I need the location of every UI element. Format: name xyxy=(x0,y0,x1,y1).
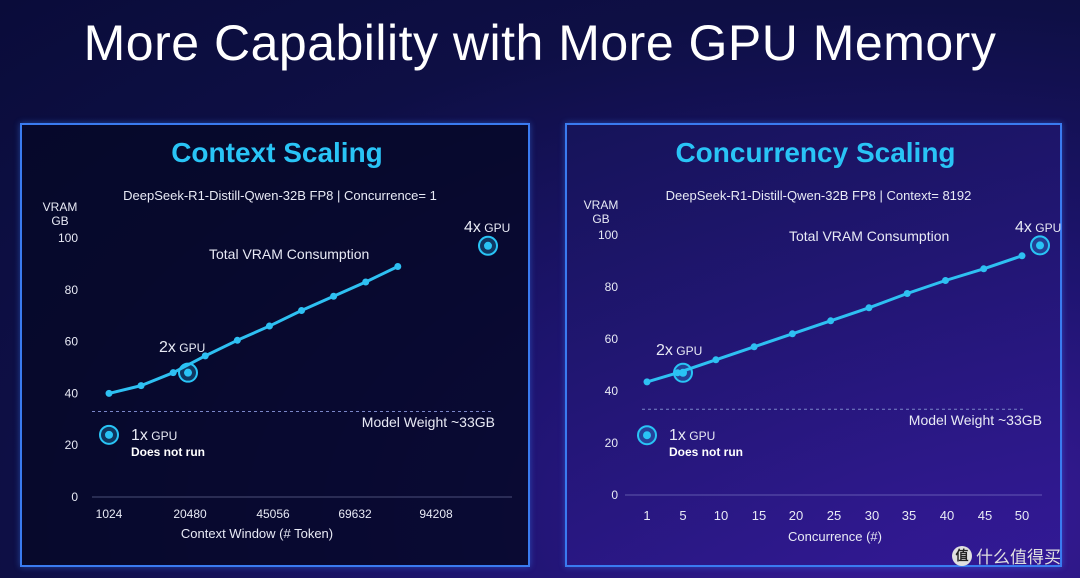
gpu-marker-label: 2x GPU xyxy=(159,339,205,356)
x-tick-label: 20 xyxy=(789,508,803,523)
y-axis-label: GB xyxy=(592,212,609,226)
data-point xyxy=(903,290,911,297)
context-scaling-chart: Context Scaling DeepSeek-R1-Distill-Qwen-… xyxy=(43,137,512,541)
gpu-marker-dot xyxy=(184,368,192,377)
page-title: More Capability with More GPU Memory xyxy=(83,15,997,71)
gpu-marker-dot xyxy=(679,368,687,377)
series-line xyxy=(108,265,399,395)
y-tick-label: 60 xyxy=(605,332,619,346)
y-tick-label: 80 xyxy=(65,283,79,297)
data-point xyxy=(105,389,113,397)
data-point xyxy=(298,307,306,315)
x-tick-label: 30 xyxy=(865,508,879,523)
x-tick-label: 45056 xyxy=(256,507,290,521)
gpu-marker-label: 4x GPU xyxy=(1015,219,1061,236)
data-point xyxy=(137,382,145,390)
x-tick-label: 20480 xyxy=(173,507,207,521)
data-point xyxy=(169,369,177,377)
data-point xyxy=(394,262,402,270)
data-point xyxy=(674,369,682,377)
data-point xyxy=(265,322,273,330)
x-tick-label: 1024 xyxy=(96,507,123,521)
y-tick-label: 80 xyxy=(605,280,619,294)
gpu-marker-label: 1x GPU xyxy=(131,427,177,444)
y-tick-label: 100 xyxy=(598,228,618,242)
data-point xyxy=(865,304,873,312)
x-tick-label: 25 xyxy=(827,508,841,523)
gpu-marker-note: Does not run xyxy=(669,445,743,459)
series-label: Total VRAM Consumption xyxy=(209,246,369,262)
gpu-marker-label: 2x GPU xyxy=(656,342,702,359)
y-axis-label: VRAM xyxy=(43,200,78,214)
concurrency-scaling-panel: Concurrency Scaling DeepSeek-R1-Distill-Q… xyxy=(565,123,1062,567)
watermark-text: 什么值得买 xyxy=(976,548,1061,567)
y-tick-label: 100 xyxy=(58,231,78,245)
data-point xyxy=(712,356,720,364)
x-tick-label: 10 xyxy=(714,508,728,523)
gpu-marker-label: 1x GPU xyxy=(669,427,715,444)
chart-title: Context Scaling xyxy=(171,137,383,168)
data-point xyxy=(201,352,209,360)
gpu-marker-note: Does not run xyxy=(131,445,205,459)
chart-subtitle: DeepSeek-R1-Distill-Qwen-32B FP8 | Concu… xyxy=(123,188,437,203)
y-tick-label: 20 xyxy=(605,436,619,450)
data-point xyxy=(643,378,651,386)
y-tick-label: 40 xyxy=(65,386,79,400)
y-tick-label: 0 xyxy=(611,488,618,502)
gpu-marker-dot xyxy=(1036,241,1044,250)
gpu-marker-dot xyxy=(643,431,651,440)
model-weight-label: Model Weight ~33GB xyxy=(362,414,495,430)
x-tick-label: 5 xyxy=(679,508,686,523)
x-tick-label: 40 xyxy=(940,508,954,523)
x-tick-label: 50 xyxy=(1015,508,1029,523)
data-point xyxy=(233,336,241,344)
data-point xyxy=(362,278,370,286)
y-axis-label: VRAM xyxy=(584,198,619,212)
y-tick-label: 0 xyxy=(71,490,78,504)
x-tick-label: 15 xyxy=(752,508,766,523)
watermark: 值 什么值得买 xyxy=(952,543,1061,568)
x-tick-label: 94208 xyxy=(419,507,453,521)
y-tick-label: 60 xyxy=(65,335,79,349)
chart-subtitle: DeepSeek-R1-Distill-Qwen-32B FP8 | Conte… xyxy=(666,188,972,203)
x-tick-label: 1 xyxy=(643,508,650,523)
gpu-marker-label: 4x GPU xyxy=(464,219,510,236)
gpu-marker-dot xyxy=(484,241,492,250)
data-point xyxy=(1018,252,1026,260)
model-weight-label: Model Weight ~33GB xyxy=(909,412,1042,428)
x-tick-label: 45 xyxy=(978,508,992,523)
data-point xyxy=(750,343,758,351)
x-tick-label: 69632 xyxy=(338,507,372,521)
x-tick-label: 35 xyxy=(902,508,916,523)
data-point xyxy=(980,265,988,273)
y-tick-label: 20 xyxy=(65,438,79,452)
data-point xyxy=(941,277,949,284)
data-point xyxy=(788,330,796,338)
context-scaling-panel: Context Scaling DeepSeek-R1-Distill-Qwen-… xyxy=(20,123,530,567)
data-point xyxy=(330,292,338,300)
series-label: Total VRAM Consumption xyxy=(789,228,949,244)
gpu-marker-dot xyxy=(105,430,113,439)
series-line xyxy=(646,254,1023,384)
y-axis-label: GB xyxy=(51,214,68,228)
concurrency-scaling-chart: Concurrency Scaling DeepSeek-R1-Distill-Q… xyxy=(584,137,1062,544)
y-tick-label: 40 xyxy=(605,384,619,398)
chart-title: Concurrency Scaling xyxy=(675,137,955,168)
x-axis-label: Context Window (# Token) xyxy=(181,526,333,541)
data-point xyxy=(827,317,835,325)
watermark-logo-icon: 值 xyxy=(952,545,972,566)
x-axis-label: Concurrence (#) xyxy=(788,529,882,544)
